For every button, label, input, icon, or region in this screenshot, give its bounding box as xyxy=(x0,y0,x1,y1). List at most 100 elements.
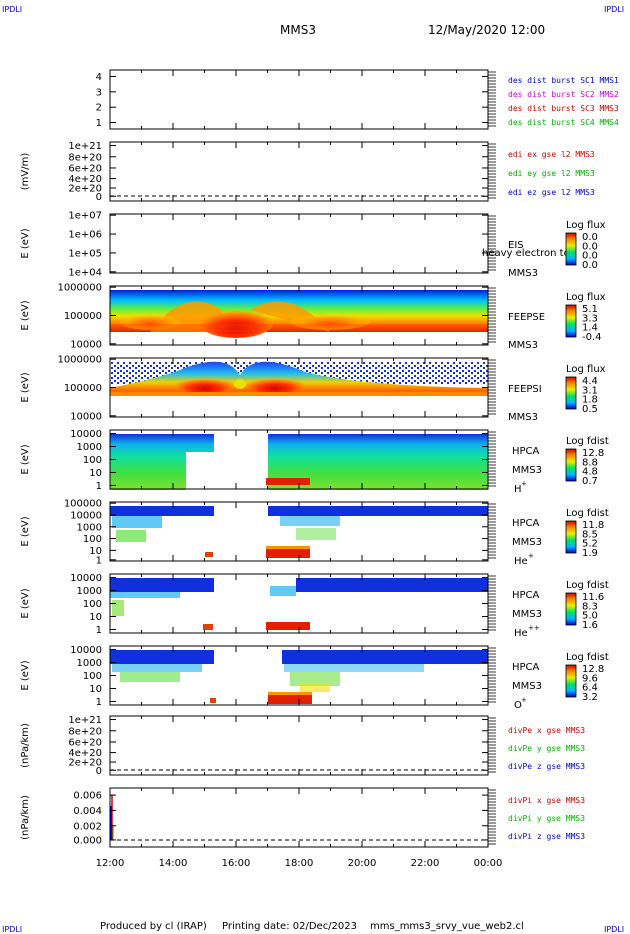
panel-4-hot-core xyxy=(198,306,274,338)
p5-colorbar-value: 4.4 xyxy=(582,376,598,387)
panel-11-frame xyxy=(109,787,489,848)
p6-species-label: H xyxy=(514,484,522,495)
p9-ylabel: E (eV) xyxy=(20,660,31,690)
panel-6-red-band xyxy=(266,478,310,485)
p8-ytick-label: 1 xyxy=(96,625,102,636)
p3-colorbar-value: 0.0 xyxy=(582,241,598,252)
p4-instrument-label: FEEPSE xyxy=(508,312,545,323)
panel-8-red-band xyxy=(266,622,310,630)
panel-6-hpca-hplus xyxy=(109,429,489,490)
p4-colorbar-title: Log flux xyxy=(566,292,606,303)
corner-label-tl: IPDLI xyxy=(2,5,22,14)
p5-colorbar-value: 3.1 xyxy=(582,385,598,396)
p2-legend-entry: edi ex gse l2 MMS3 xyxy=(508,150,595,159)
p9-colorbar xyxy=(565,664,577,698)
corner-label-bl: IPDLI xyxy=(2,925,22,934)
p7-colorbar-value: 8.5 xyxy=(582,529,598,540)
panel-9-cyan-left xyxy=(112,664,202,672)
panel-6-left-lowE-cut xyxy=(186,452,214,490)
p6-ytick-label: 10000 xyxy=(70,429,102,440)
p4-ylabel: E (eV) xyxy=(20,300,31,330)
footer-file: mms_mms3_srvy_vue_web2.cl xyxy=(370,921,524,932)
p5-colorbar xyxy=(565,376,577,410)
date-title: 12/May/2020 12:00 xyxy=(428,23,545,37)
p6-colorbar-title: Log fdist xyxy=(566,436,609,447)
p3-colorbar-title: Log flux xyxy=(566,220,606,231)
p3-instrument-label: EIS xyxy=(508,240,524,251)
p8-colorbar xyxy=(565,592,577,626)
panel-9-red-band-top xyxy=(268,692,312,695)
p10-ylabel: (nPa/km) xyxy=(20,723,31,768)
p11-legend-entry: divPi x gse MMS3 xyxy=(508,796,585,805)
p2-ylabel: (mV/m) xyxy=(20,153,31,191)
panel-9-blue-band-right xyxy=(282,650,488,664)
p11-legend-entry: divPi y gse MMS3 xyxy=(508,814,585,823)
panel-8-red-dash xyxy=(203,624,213,630)
p11-ylabel: (nPa/km) xyxy=(20,795,31,840)
p8-species-charge: ++ xyxy=(528,624,540,632)
p7-colorbar-title: Log fdist xyxy=(566,508,609,519)
p8-ytick-label: 10000 xyxy=(70,573,102,584)
p1-legend-entry: des dist burst SC1 MMS1 xyxy=(508,76,619,85)
panel-1-frame xyxy=(109,69,489,130)
p1-ytick-label: 2 xyxy=(96,103,102,114)
p10-ytick-label: 4e+20 xyxy=(68,748,102,759)
p11-ytick-label: 0.000 xyxy=(73,835,102,846)
p8-colorbar-value: 8.3 xyxy=(582,601,598,612)
panel-9-hpca-oplus xyxy=(109,645,489,706)
p10-legend-entry: divPe z gse MMS3 xyxy=(508,762,585,771)
p8-colorbar-value: 11.6 xyxy=(582,592,604,603)
panel-8-blue-band-left xyxy=(110,578,214,592)
corner-label-tr: IPDLI xyxy=(604,5,624,14)
panel-8-green-left xyxy=(112,600,124,616)
p2-ytick-label: 2e+20 xyxy=(68,184,102,195)
panel-4-feepse xyxy=(109,285,489,346)
panel-7-red-band xyxy=(266,548,310,558)
p9-ytick-label: 1000 xyxy=(77,658,102,669)
p6-ytick-label: 10 xyxy=(89,468,102,479)
p3-colorbar-value: 0.0 xyxy=(582,251,598,262)
p4-colorbar-value: 5.1 xyxy=(582,304,598,315)
p5-spacecraft-label: MMS3 xyxy=(508,412,538,423)
p2-ytick-label: 4e+20 xyxy=(68,174,102,185)
p10-ytick-label: 2e+20 xyxy=(68,758,102,769)
panel-7-green-patch-left xyxy=(116,530,146,542)
p7-ylabel: E (eV) xyxy=(20,516,31,546)
footer-printing: Printing date: 02/Dec/2023 xyxy=(222,921,357,932)
p7-ytick-label: 10 xyxy=(89,546,102,557)
p4-spacecraft-label: MMS3 xyxy=(508,340,538,351)
p7-ytick-label: 1000 xyxy=(77,522,102,533)
p9-colorbar-value: 9.6 xyxy=(582,673,598,684)
p1-ytick-label: 1 xyxy=(96,118,102,129)
p2-ytick-label: 8e+20 xyxy=(68,152,102,163)
panel-11-divpi xyxy=(109,787,489,848)
p7-instrument-label: HPCA xyxy=(512,518,540,529)
xaxis-tick-label: 18:00 xyxy=(285,858,314,869)
p7-ytick-label: 100 xyxy=(83,534,102,545)
p7-colorbar xyxy=(565,520,577,554)
corner-label-br: IPDLI xyxy=(604,925,624,934)
panel-7-cyan-patch-left xyxy=(112,516,162,528)
p6-ytick-label: 1000 xyxy=(77,442,102,453)
xaxis-tick-label: 00:00 xyxy=(474,858,503,869)
p3-ytick-label: 1e+05 xyxy=(68,248,102,259)
p3-colorbar-value: 0.0 xyxy=(582,232,598,243)
panel-9-yellow-right xyxy=(300,684,330,692)
p7-colorbar-value: 11.8 xyxy=(582,520,604,531)
xaxis-tick-label: 16:00 xyxy=(222,858,251,869)
p10-legend-entry: divPe y gse MMS3 xyxy=(508,744,585,753)
panel-3-eis xyxy=(109,213,489,274)
p10-ytick-label: 8e+20 xyxy=(68,726,102,737)
p3-ytick-label: 1e+07 xyxy=(68,211,102,222)
p10-ytick-label: 0 xyxy=(96,766,102,777)
p4-colorbar-value: 1.4 xyxy=(582,323,598,334)
panel-7-blue-band-left xyxy=(110,506,214,516)
panel-9-green-left xyxy=(120,672,180,682)
spacecraft-title: MMS3 xyxy=(280,23,316,37)
p3-ylabel: E (eV) xyxy=(20,228,31,258)
panel-7-hpca-heplus xyxy=(109,501,489,562)
p5-colorbar-value: 0.5 xyxy=(582,404,598,415)
p4-ytick-label: 10000 xyxy=(70,339,102,350)
p1-ytick-label: 3 xyxy=(96,87,102,98)
